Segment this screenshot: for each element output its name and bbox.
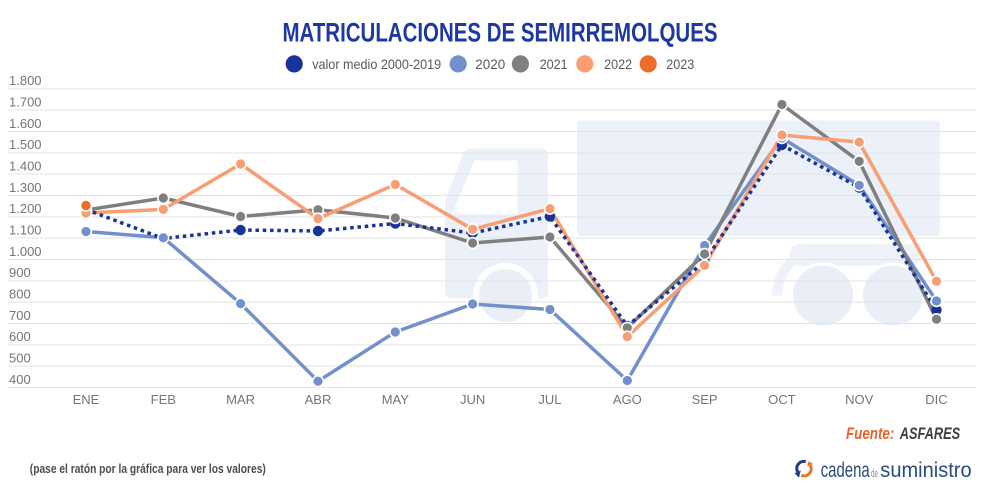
svg-text:JUN: JUN [460,392,485,407]
svg-text:OCT: OCT [768,392,796,407]
svg-text:SEP: SEP [692,392,718,407]
svg-text:DIC: DIC [925,392,947,407]
svg-text:MAR: MAR [226,392,255,407]
svg-text:1.600: 1.600 [9,116,42,131]
svg-text:2022: 2022 [604,56,632,72]
svg-text:900: 900 [9,265,31,280]
svg-text:1.800: 1.800 [9,73,42,88]
svg-text:1.700: 1.700 [9,95,42,110]
svg-text:600: 600 [9,329,31,344]
svg-text:MAY: MAY [382,392,410,407]
svg-text:1.400: 1.400 [9,159,42,174]
svg-text:2023: 2023 [666,56,694,72]
svg-text:400: 400 [9,372,31,387]
svg-text:1.300: 1.300 [9,180,42,195]
svg-text:500: 500 [9,350,31,365]
svg-text:(pase el ratón por la gráfica: (pase el ratón por la gráfica para ver l… [30,462,266,476]
svg-text:AGO: AGO [613,392,642,407]
svg-text:de: de [871,468,878,480]
svg-text:Fuente:: Fuente: [846,425,894,443]
svg-text:JUL: JUL [538,392,561,407]
svg-text:1.200: 1.200 [9,201,42,216]
svg-text:FEB: FEB [151,392,176,407]
svg-text:ENE: ENE [73,392,100,407]
svg-text:1.500: 1.500 [9,137,42,152]
svg-text:2021: 2021 [540,56,568,72]
svg-text:ABR: ABR [305,392,332,407]
svg-text:suministro: suministro [880,459,971,482]
svg-text:valor medio 2000-2019: valor medio 2000-2019 [312,56,441,72]
svg-text:cadena: cadena [821,459,870,482]
svg-text:700: 700 [9,308,31,323]
svg-text:ASFARES: ASFARES [899,425,960,443]
svg-text:NOV: NOV [845,392,874,407]
svg-text:800: 800 [9,287,31,302]
svg-text:1.000: 1.000 [9,244,42,259]
svg-text:MATRICULACIONES DE SEMIRREMOLQ: MATRICULACIONES DE SEMIRREMOLQUES [283,17,718,47]
svg-text:2020: 2020 [475,56,505,72]
svg-text:1.100: 1.100 [9,223,42,238]
